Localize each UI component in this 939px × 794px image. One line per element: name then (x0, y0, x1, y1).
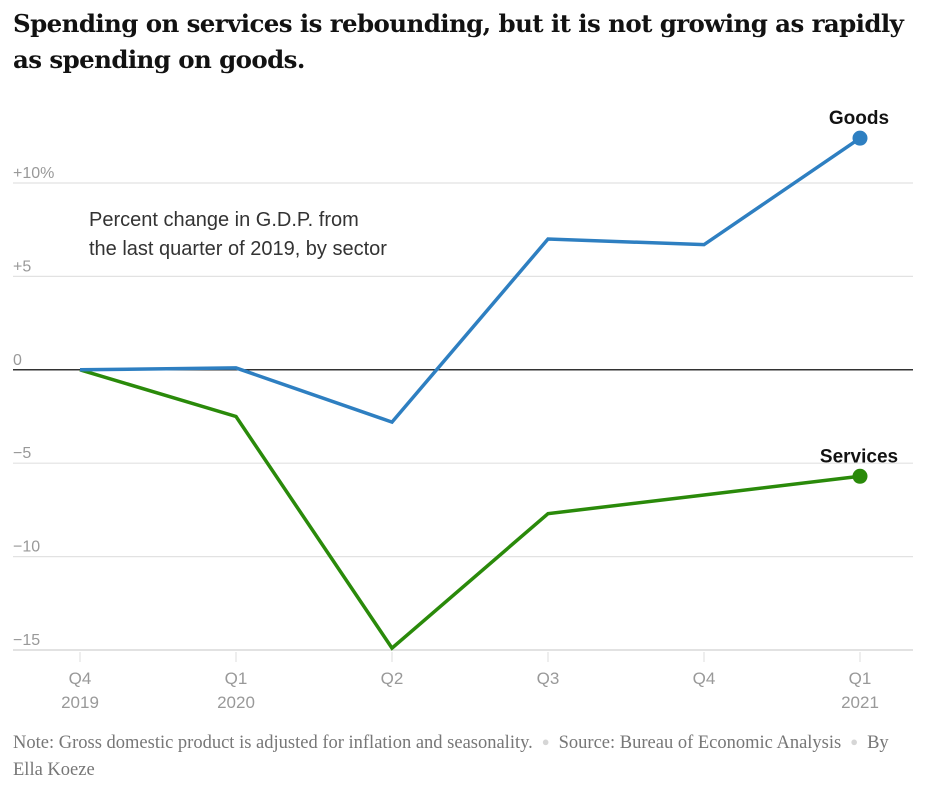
gridlines (13, 182, 913, 651)
y-tick-label: −5 (13, 445, 31, 462)
x-axis: Q4 2019 Q1 2020 Q2 Q3 Q4 Q1 2021 (61, 652, 879, 712)
chart-annotation: Percent change in G.D.P. from the last qu… (89, 209, 387, 260)
goods-line (79, 136, 861, 425)
y-axis-labels: +10% +5 0 −5 −10 −15 (13, 165, 54, 649)
x-tick-year-label: 2019 (61, 693, 99, 712)
separator-dot: ● (541, 734, 550, 749)
goods-endpoint-marker (852, 130, 868, 146)
footer-note: Note: Gross domestic product is adjusted… (13, 733, 533, 753)
x-tick-label: Q4 (693, 669, 716, 688)
x-tick-year-label: 2021 (841, 693, 879, 712)
x-tick-label: Q4 (69, 669, 92, 688)
services-line (79, 368, 861, 651)
y-tick-label: +5 (13, 258, 31, 275)
line-chart: +10% +5 0 −5 −10 −15 Q4 2019 Q1 2020 Q2 Q3 Q4 Q1 2021… (13, 108, 913, 712)
chart-footer: Note: Gross domestic product is adjusted… (13, 728, 893, 784)
footer-byline: By Ella Koeze (13, 733, 889, 780)
y-tick-label: −10 (13, 539, 40, 556)
x-tick-label: Q1 (225, 669, 248, 688)
goods-series-label: Goods (829, 108, 889, 129)
x-tick-label: Q3 (537, 669, 560, 688)
services-series-label: Services (820, 446, 898, 467)
x-tick-label: Q2 (381, 669, 404, 688)
annotation-line: the last quarter of 2019, by sector (89, 238, 387, 260)
chart-title: Spending on services is rebounding, but … (13, 9, 904, 74)
services-endpoint-marker (852, 468, 868, 484)
y-tick-label: 0 (13, 352, 22, 369)
footer-source: Source: Bureau of Economic Analysis (558, 733, 842, 753)
annotation-line: Percent change in G.D.P. from (89, 209, 359, 231)
y-tick-label: −15 (13, 632, 40, 649)
series-lines: Services Goods (79, 108, 898, 651)
y-tick-label: +10% (13, 165, 54, 182)
x-tick-year-label: 2020 (217, 693, 255, 712)
separator-dot: ● (850, 734, 859, 749)
x-tick-label: Q1 (849, 669, 872, 688)
